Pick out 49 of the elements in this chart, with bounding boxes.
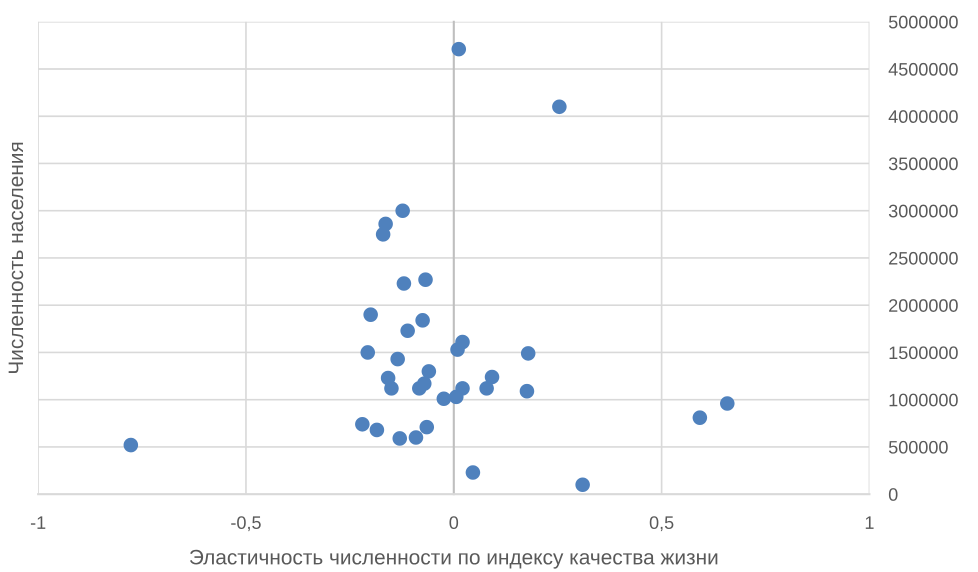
point [418,272,433,287]
point [451,42,466,56]
x-tick-label: 1 [866,516,874,529]
x-tick-label: -0,5 [231,516,261,532]
point [396,276,412,291]
x-tick-label: 0 [449,516,458,529]
point [450,342,465,357]
y-tick-label: 1000000 [890,394,958,406]
x-tick-label: 0,5 [650,516,674,532]
y-tick-label: 4500000 [888,62,958,76]
point [449,390,464,404]
point [363,307,378,322]
y-tick-label: 0 [888,488,898,501]
point [395,203,410,218]
point [384,381,399,396]
y-tick-label: 3000000 [888,204,958,218]
x-tick-label: -1 [30,516,46,529]
point [392,431,408,446]
point [692,410,708,425]
point [520,346,536,361]
point [124,438,138,452]
y-axis-title: Численность населения [8,142,24,374]
point [466,465,480,480]
point [520,384,534,398]
y-tick-label: 3500000 [888,157,958,170]
point [436,391,452,406]
y-tick-label: 5000000 [888,16,958,28]
point [575,477,590,492]
point [370,422,384,438]
point [412,381,427,396]
point [360,345,376,360]
point [552,100,567,114]
point [484,370,500,384]
point [408,430,424,445]
point [355,417,370,432]
point [376,227,390,242]
point [415,313,430,328]
y-tick-label: 1500000 [890,346,958,360]
point [479,381,494,396]
point [390,352,405,366]
point [720,396,735,411]
point [419,420,434,434]
y-tick-label: 4000000 [888,110,958,123]
y-tick-label: 2000000 [889,299,958,312]
y-tick-label: 2500000 [889,252,958,265]
x-axis-title: Эластичность численности по индексу качества жизни [190,550,718,569]
point [400,323,415,338]
point [422,364,436,379]
y-tick-label: 500000 [888,440,948,454]
